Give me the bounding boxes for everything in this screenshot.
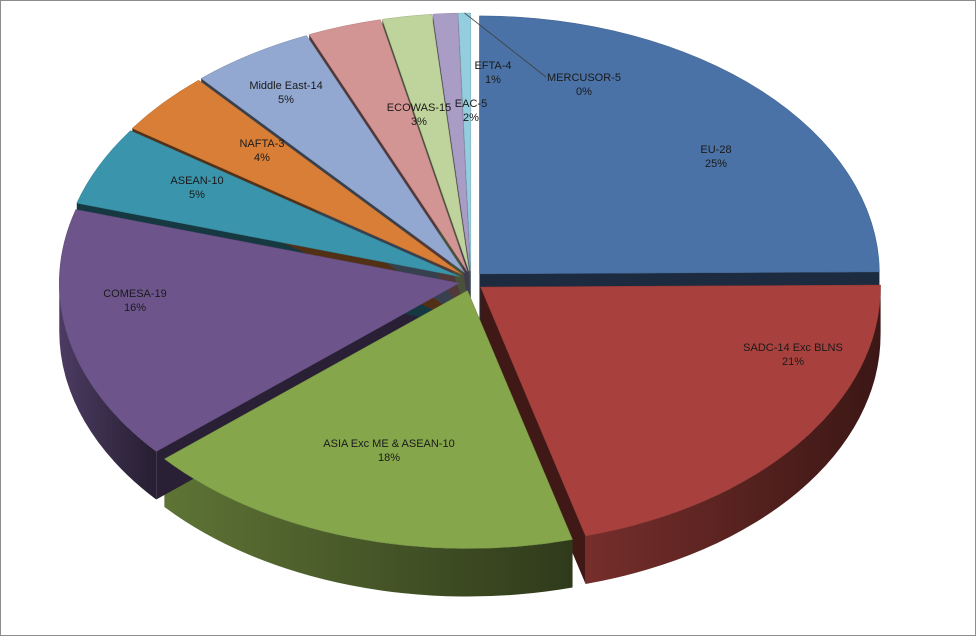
pie-slice-middle-east-14 xyxy=(200,35,465,273)
pie-slice-sadc-14-exc-blns xyxy=(480,284,881,537)
slice-label-eu-28: EU-28 xyxy=(700,144,731,156)
slice-percent-asean-10: 5% xyxy=(189,189,205,201)
slice-percent-sadc-14-exc-blns: 21% xyxy=(782,356,804,368)
pie-slice-comesa-19 xyxy=(59,209,460,452)
pie-slice-nafta-3 xyxy=(131,79,463,275)
slice-label-sadc-14-exc-blns: SADC-14 Exc BLNS xyxy=(743,342,843,354)
slice-percent-mercusor-5: 0% xyxy=(576,86,592,98)
slice-label-comesa-19: COMESA-19 xyxy=(103,288,167,300)
slice-percent-nafta-3: 4% xyxy=(254,152,270,164)
slice-percent-ecowas-15: 3% xyxy=(411,116,427,128)
slice-label-asean-10: ASEAN-10 xyxy=(170,175,223,187)
slice-label-eac-5: EAC-5 xyxy=(455,98,487,110)
slice-label-nafta-3: NAFTA-3 xyxy=(239,138,284,150)
pie-slice-asean-10 xyxy=(76,130,461,277)
slice-label-ecowas-15: ECOWAS-15 xyxy=(387,102,451,114)
pie-slice-mercusor-5 xyxy=(458,12,472,272)
slice-label-mercusor-5: MERCUSOR-5 xyxy=(547,72,621,84)
pie-slice-rim-asia-exc-me-asean-10-0 xyxy=(164,458,573,597)
slice-percent-asia-exc-me-asean-10: 18% xyxy=(378,452,400,464)
pie-slice-eu-28 xyxy=(479,15,880,275)
slice-label-middle-east-14: Middle East-14 xyxy=(249,80,322,92)
slice-percent-eu-28: 25% xyxy=(705,158,727,170)
pie-slice-efta-4 xyxy=(432,12,471,272)
slice-percent-middle-east-14: 5% xyxy=(278,94,294,106)
pie-slice-asia-exc-me-asean-10 xyxy=(163,290,573,549)
slice-percent-eac-5: 2% xyxy=(463,112,479,124)
slice-percent-efta-4: 1% xyxy=(485,74,501,86)
slice-label-efta-4: EFTA-4 xyxy=(474,60,511,72)
leader-line-mercusor xyxy=(464,12,547,78)
slice-label-asia-exc-me-asean-10: ASIA Exc ME & ASEAN-10 xyxy=(323,438,454,450)
pie-slice-eac-5 xyxy=(381,13,470,272)
pie-slice-rim-sadc-14-exc-blns-0 xyxy=(585,287,881,584)
slice-percent-comesa-19: 16% xyxy=(124,302,146,314)
pie-slice-rim-comesa-19-0 xyxy=(59,283,157,500)
pie-slice-ecowas-15 xyxy=(308,19,468,272)
